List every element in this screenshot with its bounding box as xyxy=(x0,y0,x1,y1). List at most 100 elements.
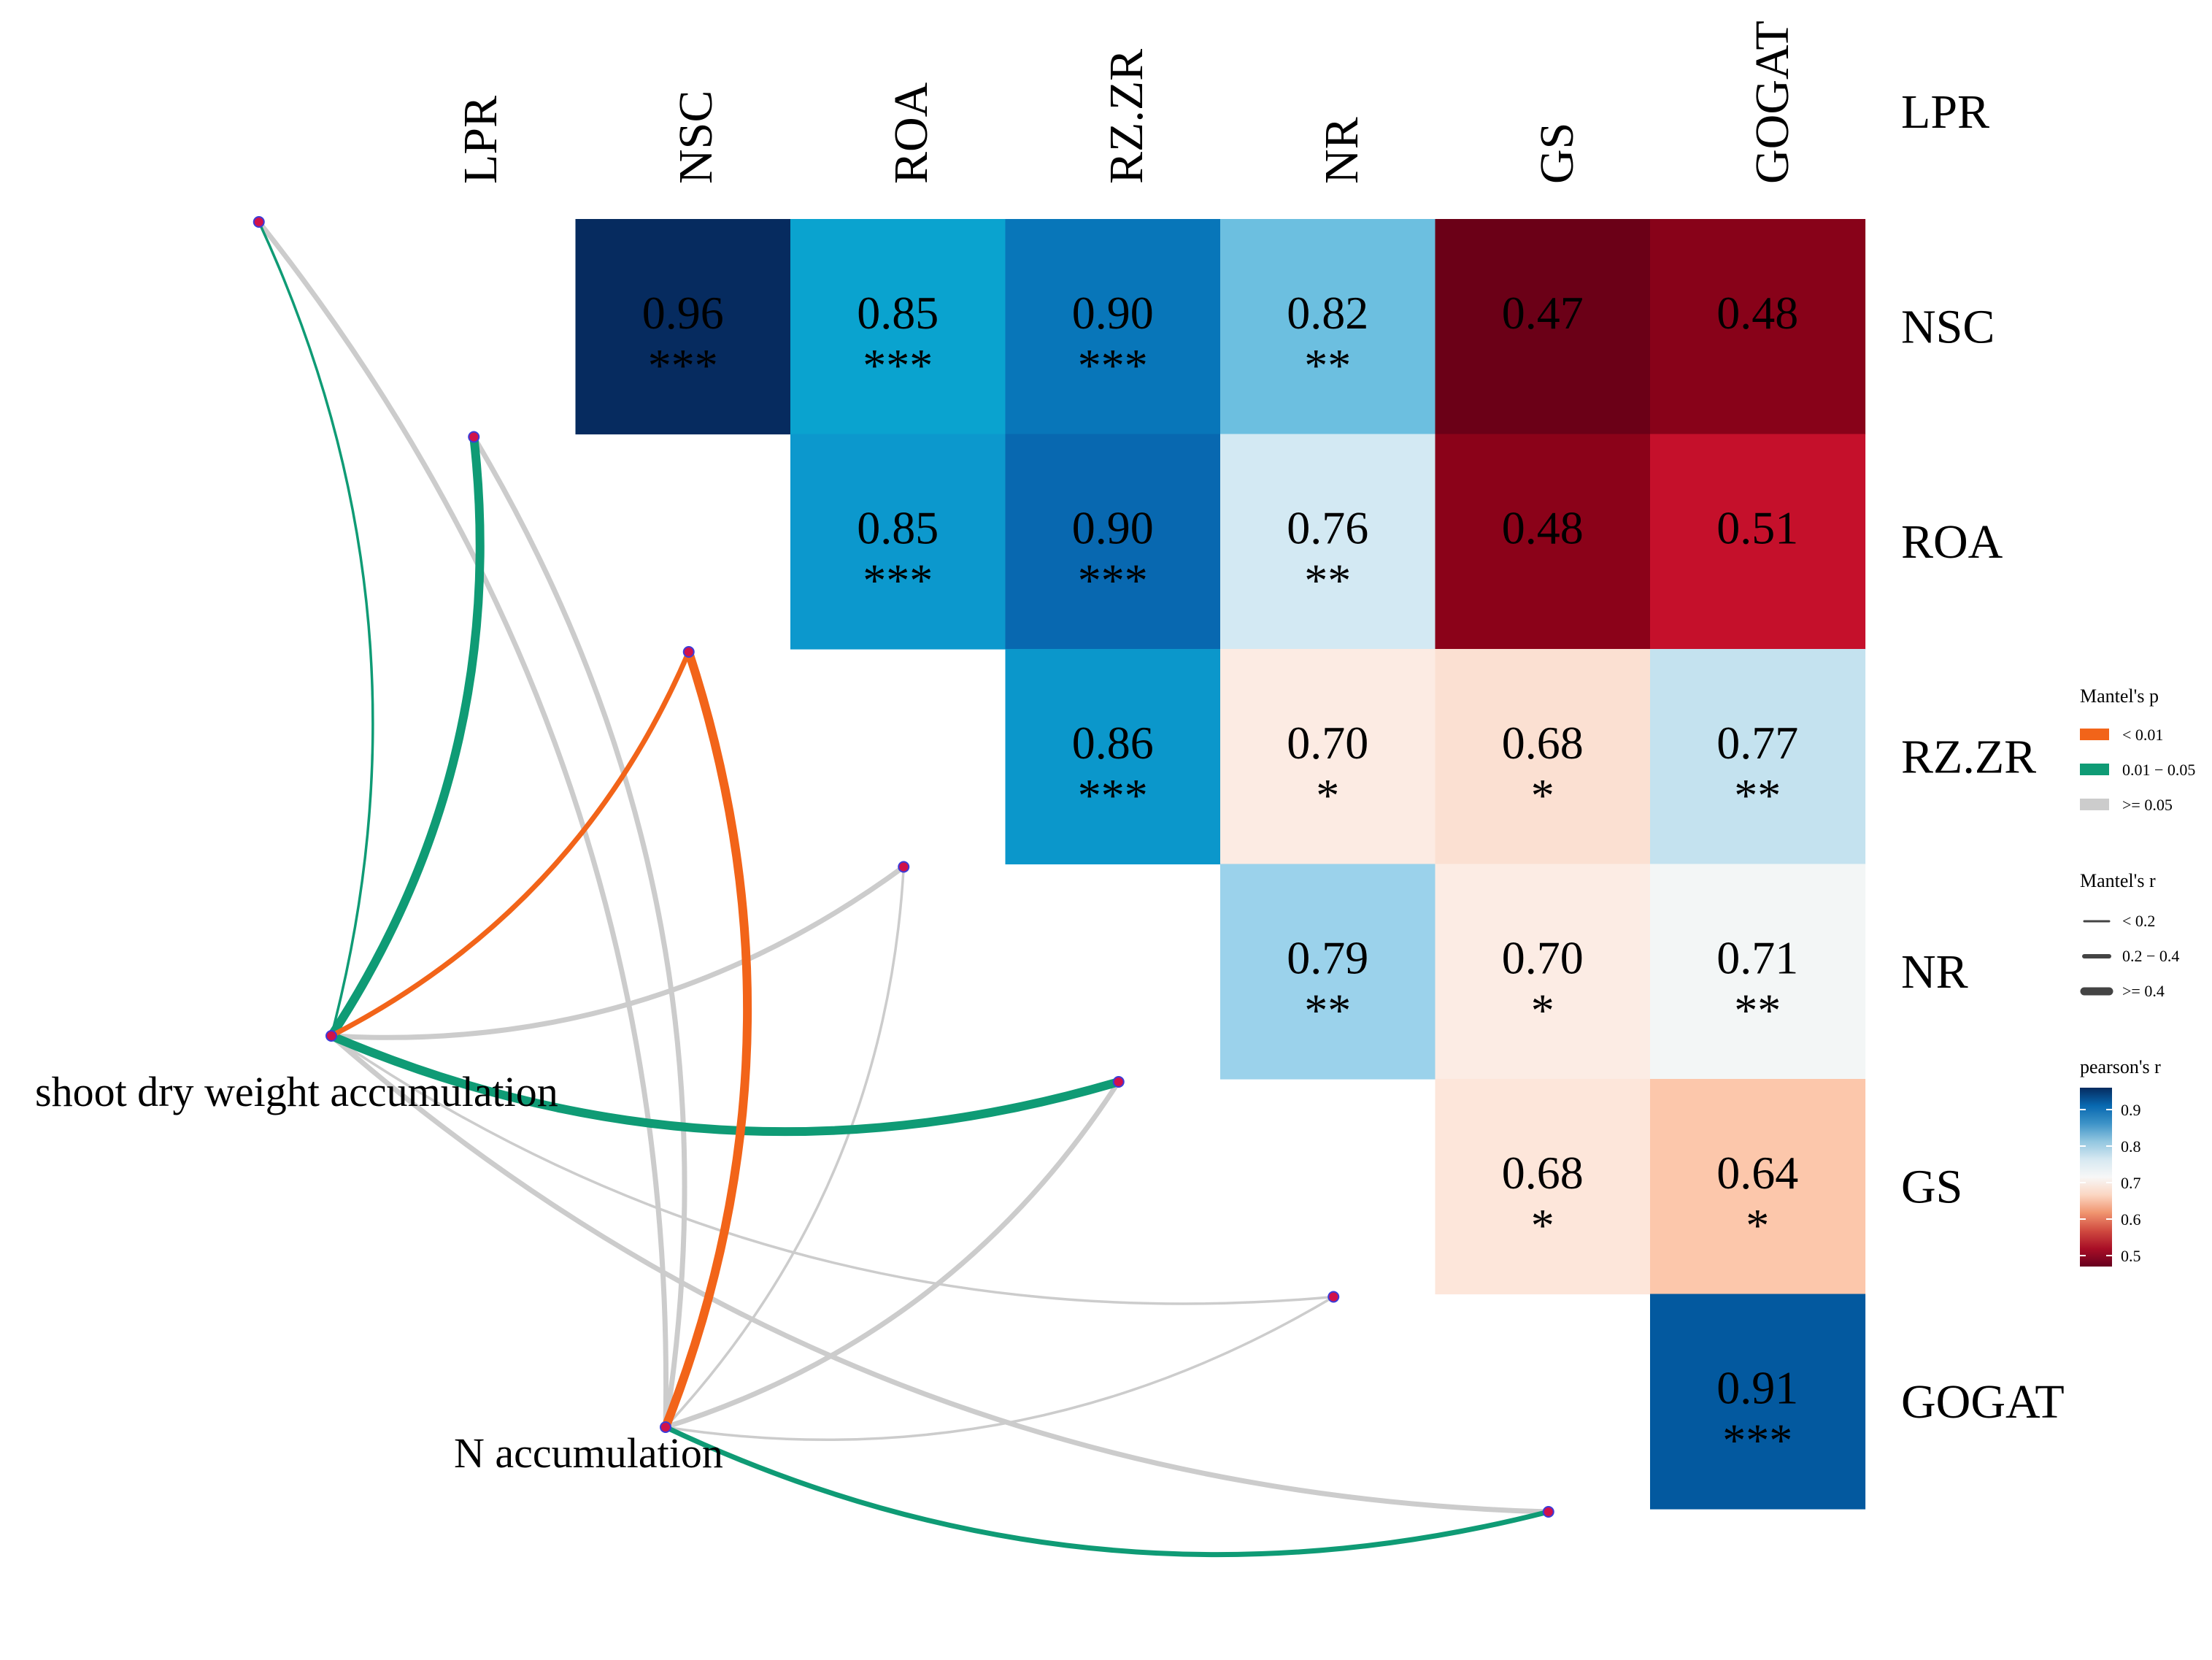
mantel-link-shoot-dry-weight-accumulation-to-nr xyxy=(327,1031,1123,1137)
cell-sig-lpr-nr: ** xyxy=(1304,339,1351,391)
cell-rz-zr-gogat xyxy=(1650,864,1866,1080)
legend-pearson-ticklabel-4: 0.5 xyxy=(2121,1247,2141,1265)
column-label-roa: ROA xyxy=(885,82,938,184)
cell-gs-gogat xyxy=(1650,1294,1866,1510)
cell-sig-roa-gogat: ** xyxy=(1734,769,1781,821)
cell-sig-nsc-rz-zr: *** xyxy=(1078,555,1148,607)
mantel-link-n-accumulation-to-gs xyxy=(664,1295,1335,1442)
cell-lpr-nsc xyxy=(575,219,791,435)
cell-sig-roa-nr: * xyxy=(1316,769,1339,821)
cell-nr-gs xyxy=(1435,1079,1651,1295)
heatmap-cells-layer: 0.96***0.85***0.90***0.82**0.47 0.480.85*… xyxy=(575,219,1866,1510)
column-label-rz-zr: RZ.ZR xyxy=(1100,49,1153,184)
cell-value-nr-gs: 0.68 xyxy=(1502,1147,1584,1199)
legend-mantel-p-swatch-1 xyxy=(2080,764,2109,775)
cell-value-rz-zr-gs: 0.70 xyxy=(1502,932,1584,984)
cell-lpr-rz-zr xyxy=(1005,219,1221,435)
cell-sig-gs-gogat: *** xyxy=(1722,1415,1792,1467)
cell-value-nr-gogat: 0.64 xyxy=(1716,1147,1798,1199)
cell-value-nsc-rz-zr: 0.90 xyxy=(1072,502,1154,554)
column-label-gs: GS xyxy=(1530,123,1584,184)
cell-value-rz-zr-gogat: 0.71 xyxy=(1716,932,1798,984)
mantel-link-n-accumulation-to-nsc xyxy=(471,434,687,1430)
row-label-rz-zr: RZ.ZR xyxy=(1901,730,2036,783)
node-nsc xyxy=(468,431,480,443)
cell-roa-gs xyxy=(1435,649,1651,865)
node-nr xyxy=(1112,1076,1125,1088)
cell-value-roa-gs: 0.68 xyxy=(1502,717,1584,769)
node-gogat xyxy=(1542,1506,1554,1518)
labels-layer: LPR NSC ROA RZ.ZR NR GS GOGAT LPR NSC ROA RZ.ZR NR G… xyxy=(35,20,2065,1477)
cell-value-nsc-gs: 0.48 xyxy=(1502,502,1584,554)
cell-value-roa-rz-zr: 0.86 xyxy=(1072,717,1154,769)
cell-sig-roa-rz-zr: *** xyxy=(1078,769,1148,821)
source-label-n-accumulation: N accumulation xyxy=(454,1429,723,1477)
legend-pearson-colorbar xyxy=(2080,1088,2112,1267)
cell-lpr-roa xyxy=(790,219,1006,435)
cell-lpr-gogat xyxy=(1650,219,1866,435)
column-label-lpr: LPR xyxy=(454,96,507,184)
legend-pearson-ticklabel-1: 0.8 xyxy=(2121,1137,2141,1156)
mantel-link-shoot-dry-weight-accumulation-to-nsc xyxy=(327,432,485,1040)
cell-lpr-gs xyxy=(1435,219,1651,435)
cell-value-nsc-gogat: 0.51 xyxy=(1716,502,1798,554)
row-label-gs: GS xyxy=(1901,1160,1962,1213)
cell-sig-roa-gs: * xyxy=(1531,769,1554,821)
mantel-link-n-accumulation-to-lpr xyxy=(256,219,669,1430)
cell-sig-nsc-roa: *** xyxy=(863,555,933,607)
row-label-gogat: GOGAT xyxy=(1901,1375,2065,1429)
legend-layer: Mantel's p < 0.01 0.01 − 0.05 >= 0.05 Mantel… xyxy=(2080,685,2195,1267)
cell-value-lpr-rz-zr: 0.90 xyxy=(1072,287,1154,339)
row-label-lpr: LPR xyxy=(1901,85,1989,139)
row-label-nsc: NSC xyxy=(1901,300,1995,353)
cell-sig-nsc-nr: ** xyxy=(1304,555,1351,607)
column-label-nsc: NSC xyxy=(669,91,722,184)
legend-mantel-p-label-0: < 0.01 xyxy=(2122,726,2163,744)
mantel-link-n-accumulation-to-nr xyxy=(663,1079,1122,1430)
cell-nsc-gogat xyxy=(1650,434,1866,650)
node-roa xyxy=(682,646,695,658)
cell-value-nsc-nr: 0.76 xyxy=(1287,502,1368,554)
legend-pearson-ticklabel-0: 0.9 xyxy=(2121,1101,2141,1119)
cell-lpr-nr xyxy=(1220,219,1436,435)
legend-pearson-ticklabel-2: 0.7 xyxy=(2121,1174,2141,1192)
mantel-links-layer xyxy=(253,216,1554,1558)
cell-nsc-roa xyxy=(790,434,1006,650)
cell-value-rz-zr-nr: 0.79 xyxy=(1287,932,1368,984)
source-label-shoot-dry-weight-accumulation: shoot dry weight accumulation xyxy=(35,1068,558,1115)
cell-value-lpr-gs: 0.47 xyxy=(1502,287,1584,339)
cell-sig-nr-gogat: * xyxy=(1746,1199,1769,1251)
mantel-link-shoot-dry-weight-accumulation-to-rz-zr xyxy=(328,864,906,1040)
cell-sig-lpr-nsc: *** xyxy=(648,339,718,391)
mantel-link-shoot-dry-weight-accumulation-to-roa xyxy=(328,649,692,1039)
cell-sig-rz-zr-gs: * xyxy=(1531,985,1554,1037)
cell-roa-gogat xyxy=(1650,649,1866,865)
mantel-link-shoot-dry-weight-accumulation-to-gs xyxy=(330,1034,1335,1305)
cell-value-gs-gogat: 0.91 xyxy=(1716,1362,1798,1414)
cell-sig-lpr-rz-zr: *** xyxy=(1078,339,1148,391)
row-label-nr: NR xyxy=(1901,945,1968,999)
cell-sig-rz-zr-nr: ** xyxy=(1304,985,1351,1037)
cell-rz-zr-gs xyxy=(1435,864,1651,1080)
legend-mantel-p-swatch-2 xyxy=(2080,799,2109,810)
cell-value-lpr-gogat: 0.48 xyxy=(1716,287,1798,339)
source-node-n-accumulation xyxy=(660,1421,671,1433)
legend-mantel-p-label-2: >= 0.05 xyxy=(2122,796,2173,814)
source-node-shoot-dry-weight-accumulation xyxy=(325,1030,337,1042)
mantel-link-n-accumulation-to-rz-zr xyxy=(664,865,905,1429)
cell-value-roa-nr: 0.70 xyxy=(1287,717,1368,769)
column-label-nr: NR xyxy=(1315,117,1368,184)
legend-pearson-ticklabel-3: 0.6 xyxy=(2121,1210,2141,1229)
cell-nsc-gs xyxy=(1435,434,1651,650)
cell-roa-nr xyxy=(1220,649,1436,865)
legend-mantel-p-swatch-0 xyxy=(2080,729,2109,740)
mantel-link-shoot-dry-weight-accumulation-to-lpr xyxy=(258,220,374,1037)
row-label-roa: ROA xyxy=(1901,515,2003,569)
cell-value-lpr-nr: 0.82 xyxy=(1287,287,1368,339)
legend-mantel-r-label-0: < 0.2 xyxy=(2122,912,2155,930)
mantel-link-n-accumulation-to-roa xyxy=(661,648,752,1432)
cell-value-lpr-roa: 0.85 xyxy=(857,287,939,339)
mantel-link-n-accumulation-to-gogat xyxy=(663,1424,1552,1558)
cell-sig-nr-gs: * xyxy=(1531,1199,1554,1251)
